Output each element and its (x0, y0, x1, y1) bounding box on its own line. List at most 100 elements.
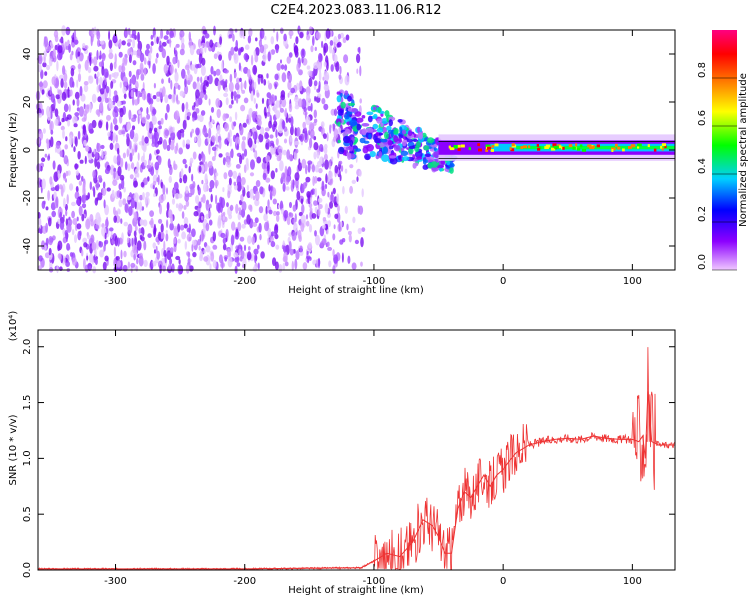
heatmap-noise-cell (332, 187, 336, 195)
heatmap-transition-cell (337, 109, 344, 116)
heatmap-noise-cell (228, 104, 233, 109)
y-tick-label: 1.5 (22, 395, 33, 411)
heatmap-noise-cell (191, 128, 195, 134)
heatmap-noise-cell (143, 67, 147, 76)
heatmap-noise-cell (235, 136, 241, 147)
heatmap-noise-cell (314, 230, 317, 237)
heatmap-noise-cell (143, 240, 147, 251)
heatmap-band-cell (558, 145, 562, 149)
heatmap-transition-cell (412, 138, 418, 143)
heatmap-noise-cell (59, 38, 63, 43)
heatmap-noise-cell (41, 157, 46, 162)
heatmap-noise-cell (72, 99, 75, 106)
heatmap-noise-cell (182, 119, 187, 130)
heatmap-noise-cell (255, 103, 258, 109)
heatmap-noise-cell (79, 54, 84, 62)
heatmap-noise-cell (236, 77, 240, 84)
heatmap-noise-cell (173, 163, 178, 171)
heatmap-noise-cell (274, 224, 279, 235)
heatmap-noise-cell (337, 127, 342, 136)
heatmap-noise-cell (294, 105, 300, 110)
heatmap-noise-cell (203, 256, 209, 262)
heatmap-noise-cell (208, 123, 213, 129)
heatmap-noise-cell (170, 131, 176, 141)
heatmap-noise-cell (238, 62, 241, 71)
heatmap-noise-cell (275, 110, 281, 119)
heatmap-noise-cell (197, 239, 201, 246)
heatmap-noise-cell (91, 93, 97, 103)
heatmap-noise-cell (168, 165, 173, 176)
heatmap-noise-cell (92, 170, 97, 179)
heatmap-noise-cell (55, 141, 61, 149)
heatmap-noise-cell (136, 90, 142, 98)
heatmap-noise-cell (83, 242, 88, 248)
heatmap-noise-cell (209, 179, 215, 189)
heatmap-noise-cell (202, 126, 208, 136)
heatmap-noise-cell (176, 131, 179, 138)
heatmap-noise-cell (41, 178, 46, 190)
heatmap-transition-cell (424, 137, 428, 142)
heatmap-noise-cell (143, 259, 148, 267)
heatmap-noise-cell (49, 122, 53, 131)
heatmap-noise-cell (111, 72, 116, 78)
heatmap-noise-cell (234, 256, 240, 263)
heatmap-noise-cell (170, 140, 175, 151)
heatmap-noise-cell (299, 133, 304, 142)
heatmap-noise-cell (200, 197, 204, 203)
heatmap-noise-cell (213, 174, 217, 181)
heatmap-noise-cell (316, 177, 322, 182)
heatmap-noise-cell (75, 186, 79, 192)
heatmap-band-cell (561, 146, 564, 150)
heatmap-noise-cell (323, 42, 329, 54)
heatmap-noise-cell (59, 74, 64, 80)
heatmap-noise-cell (301, 56, 304, 64)
y-tick-label: 0.5 (22, 506, 33, 522)
heatmap-band-cell (523, 145, 527, 149)
heatmap-noise-cell (201, 179, 204, 185)
heatmap-noise-cell (318, 70, 322, 82)
heatmap-noise-cell (307, 160, 313, 165)
heatmap-noise-cell (175, 43, 180, 48)
heatmap-noise-cell (282, 262, 286, 270)
heatmap-noise-cell (100, 144, 105, 150)
heatmap-noise-cell (336, 193, 340, 204)
heatmap-transition-cell (359, 137, 366, 144)
snr-y-axis-label: SNR (10 * v/v) (8, 414, 19, 485)
heatmap-noise-cell (178, 259, 181, 265)
heatmap-noise-cell (311, 130, 315, 136)
heatmap-noise-cell (153, 131, 159, 141)
heatmap-band-cell (614, 143, 618, 147)
snr-multiplier-label: (x10⁴) (8, 311, 19, 342)
heatmap-noise-cell (192, 151, 197, 160)
heatmap-noise-cell (314, 176, 318, 184)
heatmap-noise-cell (113, 167, 117, 173)
heatmap-transition-cell (375, 132, 380, 137)
heatmap-noise-cell (246, 118, 249, 124)
y-tick-label: 20 (22, 96, 33, 109)
heatmap-noise-cell (150, 41, 154, 46)
heatmap-band-cell (528, 145, 531, 149)
heatmap-noise-cell (198, 165, 202, 173)
heatmap-noise-cell (183, 205, 187, 210)
heatmap-noise-cell (222, 243, 227, 251)
heatmap-noise-cell (50, 93, 55, 103)
heatmap-noise-cell (228, 34, 233, 39)
heatmap-band-cell (457, 148, 461, 152)
heatmap-noise-cell (323, 103, 329, 111)
heatmap-noise-cell (310, 188, 316, 195)
heatmap-band-cell (628, 146, 632, 149)
heatmap-noise-cell (177, 59, 180, 69)
heatmap-transition-cell (364, 153, 371, 161)
heatmap-noise-cell (347, 230, 352, 236)
heatmap-noise-cell (69, 76, 74, 88)
spectrogram-x-axis-label: Height of straight line (km) (288, 285, 424, 296)
heatmap-band-cell (647, 144, 650, 148)
heatmap-noise-cell (361, 227, 366, 233)
heatmap-transition-cell (366, 111, 374, 116)
heatmap-noise-cell (129, 174, 134, 180)
heatmap-noise-cell (156, 36, 159, 45)
heatmap-noise-cell (224, 87, 229, 93)
colorbar-gradient (712, 30, 737, 270)
heatmap-noise-cell (270, 241, 276, 248)
heatmap-noise-cell (99, 100, 104, 112)
